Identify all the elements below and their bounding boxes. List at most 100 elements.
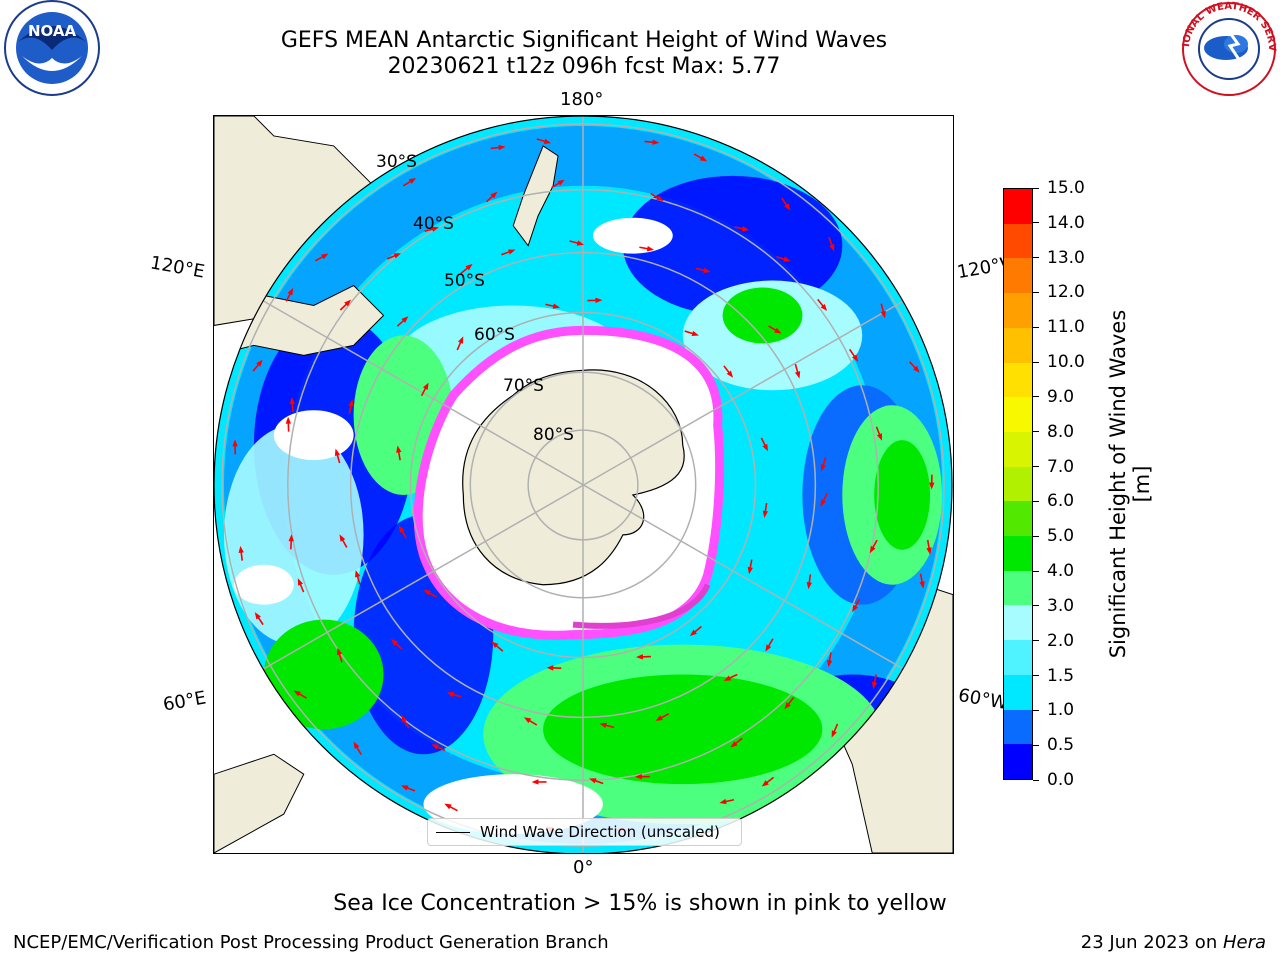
wave-direction-arrowhead <box>851 354 859 362</box>
wave-direction-arrowhead <box>446 691 455 698</box>
wave-direction-arrowhead <box>747 566 753 575</box>
colorbar-tick-label: 10.0 <box>1047 352 1085 373</box>
wave-direction-arrowhead <box>723 675 732 681</box>
wave-direction-arrowhead <box>929 482 935 490</box>
wave-direction-arrowhead <box>589 778 597 784</box>
colorbar-tick-label: 12.0 <box>1047 282 1085 303</box>
wave-direction-arrowhead <box>293 690 301 697</box>
wave-direction-arrowhead <box>761 780 769 787</box>
wave-direction-arrowhead <box>422 382 429 390</box>
wave-direction-arrowhead <box>339 534 346 542</box>
graticule <box>214 116 952 853</box>
colorbar-segment <box>1004 744 1032 779</box>
wave-direction-arrowhead <box>691 330 699 337</box>
colorbar-tick: 9.0 <box>1033 388 1074 406</box>
wave-direction-arrowhead <box>254 612 261 620</box>
wave-direction-arrowhead <box>876 433 883 441</box>
wave-direction-arrowhead <box>689 629 697 637</box>
wave-direction-arrowhead <box>431 744 439 750</box>
lat-label-60s: 60°S <box>474 325 515 345</box>
colorbar-tick: 15.0 <box>1033 179 1085 197</box>
colorbar-segment <box>1004 674 1032 710</box>
wave-direction-arrowhead <box>652 139 660 145</box>
wave-direction-arrowhead <box>465 263 473 271</box>
polar-map: 30°S 40°S 50°S 60°S 70°S 80°S <box>213 115 954 854</box>
colorbar-tick: 6.0 <box>1033 492 1074 510</box>
wave-direction-arrowhead <box>444 803 452 810</box>
legend-label: Wind Wave Direction (unscaled) <box>480 823 720 841</box>
wave-direction-arrowhead <box>408 178 417 184</box>
colorbar-segment <box>1004 223 1032 259</box>
colorbar-tick-label: 11.0 <box>1047 317 1085 338</box>
colorbar-label: Significant Height of Wind Waves [m] <box>1106 309 1154 659</box>
colorbar-tick-label: 8.0 <box>1047 421 1075 442</box>
colorbar-ticks: 0.0 0.5 1.0 1.5 2.0 3.0 4.0 5.0 6.0 7.0 8.0 9.0 10.0… <box>1033 179 1113 789</box>
credit-date: 23 Jun 2023 on <box>1080 932 1223 953</box>
colorbar-tick-label: 7.0 <box>1047 456 1075 477</box>
colorbar-segment <box>1004 605 1032 641</box>
colorbar-segment <box>1004 640 1032 675</box>
colorbar-segment <box>1004 709 1032 745</box>
wave-direction-arrowhead <box>784 203 791 211</box>
wave-direction-arrowhead <box>829 244 835 252</box>
wave-direction-arrowhead <box>730 741 738 748</box>
wave-direction-arrowhead <box>820 499 826 507</box>
wave-direction-arrowhead <box>726 370 734 378</box>
wave-direction-arrowhead <box>490 191 498 199</box>
noaa-logo-text: NOAA <box>28 22 77 40</box>
colorbar-tick: 14.0 <box>1033 214 1085 232</box>
wave-direction-arrowhead <box>826 659 833 668</box>
wave-direction-arrowhead <box>719 798 727 805</box>
colorbar-tick: 0.5 <box>1033 736 1074 754</box>
wave-direction-arrowhead <box>457 336 464 344</box>
wave-direction-arrowhead <box>401 785 409 791</box>
wave-direction-arrowhead <box>831 730 837 738</box>
lat-label-50s: 50°S <box>444 271 485 291</box>
wave-direction-arrowhead <box>334 448 341 457</box>
wave-direction-arrowhead <box>498 144 506 151</box>
lon-label-60e: 60°E <box>161 687 208 716</box>
lon-label-60w: 60°W <box>956 684 1010 715</box>
colorbar-segment <box>1004 466 1032 502</box>
colorbar-tick-label: 0.5 <box>1047 735 1075 756</box>
wave-direction-arrowhead <box>232 439 238 447</box>
colorbar-segment <box>1004 431 1032 467</box>
wave-direction-arrowhead <box>699 155 708 162</box>
wave-direction-arrowhead <box>599 722 607 728</box>
wave-direction-arrowhead <box>546 665 554 671</box>
wave-direction-arrowhead <box>926 547 932 555</box>
colorbar-tick: 2.0 <box>1033 632 1074 650</box>
colorbar-tick-label: 3.0 <box>1047 595 1075 616</box>
wave-direction-arrowhead <box>762 510 769 518</box>
colorbar-tick: 4.0 <box>1033 562 1074 580</box>
colorbar-segment <box>1004 362 1032 398</box>
colorbar-tick-label: 13.0 <box>1047 247 1085 268</box>
colorbar-segment <box>1004 258 1032 294</box>
wave-direction-arrowhead <box>531 779 539 785</box>
wave-direction-arrowhead <box>543 138 552 144</box>
noaa-logo: NOAA <box>4 0 100 96</box>
wave-direction-arrowhead <box>871 681 878 690</box>
wave-direction-arrowhead <box>289 397 296 405</box>
sea-ice-note: Sea Ice Concentration > 15% is shown in … <box>333 891 947 916</box>
wave-direction-arrowhead <box>741 226 750 232</box>
wave-direction-arrowhead <box>919 581 925 589</box>
wave-direction-arrowhead <box>656 195 664 202</box>
wave-direction-arrowhead <box>703 267 711 273</box>
colorbar <box>1003 188 1033 780</box>
wave-direction-arrowhead <box>820 303 828 312</box>
credit-right: 23 Jun 2023 on Hera <box>1081 932 1266 953</box>
wave-direction-arrowhead <box>238 545 244 554</box>
colorbar-tick: 5.0 <box>1033 527 1074 545</box>
colorbar-segment <box>1004 397 1032 432</box>
wave-direction-arrowhead <box>401 715 408 723</box>
wave-direction-arrowhead <box>431 226 439 232</box>
wave-direction-arrowhead <box>336 647 343 656</box>
credit-host: Hera <box>1222 932 1266 953</box>
colorbar-tick-label: 9.0 <box>1047 386 1075 407</box>
wave-direction-arrowhead <box>765 644 772 652</box>
wave-direction-arrowhead <box>288 534 294 542</box>
wave-direction-arrowhead <box>783 256 791 262</box>
colorbar-tick-label: 6.0 <box>1047 491 1075 512</box>
colorbar-segment <box>1004 327 1032 363</box>
